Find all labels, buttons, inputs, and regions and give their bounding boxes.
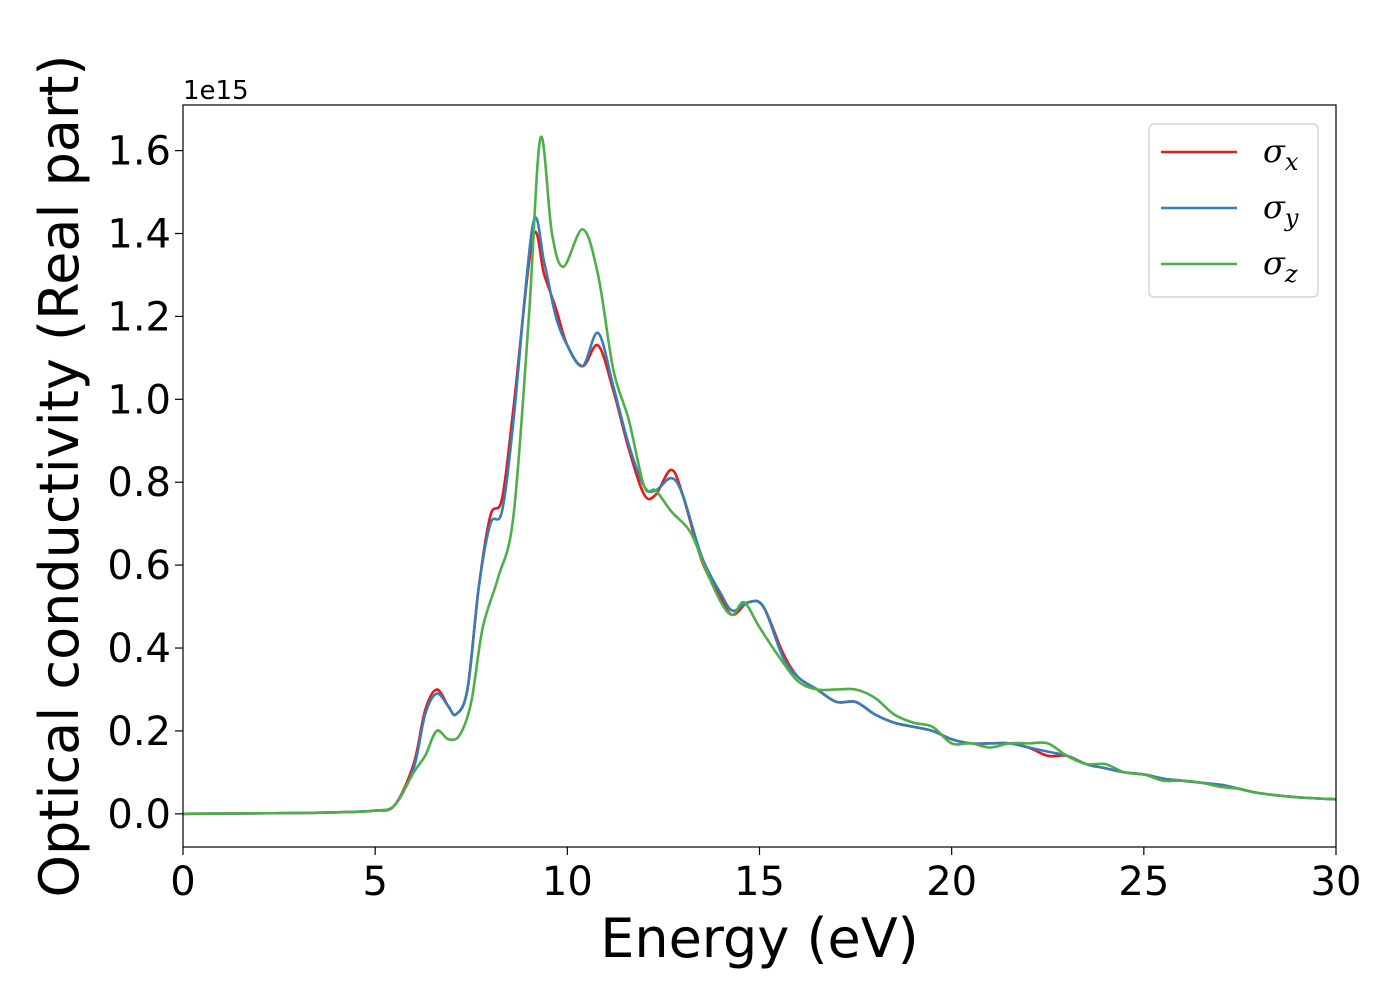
legend-box (1148, 123, 1319, 298)
y-offset-label: 1e15 (183, 76, 249, 106)
series-layer (183, 135, 1336, 816)
x-tick-label: 30 (1311, 859, 1362, 905)
y-tick-label: 1.4 (107, 212, 171, 258)
legend-label: σz (1263, 244, 1298, 288)
y-tick-label: 1.0 (107, 377, 171, 423)
x-axis-label: Energy (eV) (600, 907, 919, 970)
x-tick-label: 5 (362, 859, 387, 905)
y-tick-label: 0.0 (107, 792, 171, 838)
legend: σx σy σz (1148, 123, 1319, 298)
legend-label: σx (1263, 132, 1299, 176)
legend-label: σy (1263, 188, 1299, 232)
y-tick-label: 1.2 (107, 294, 171, 340)
y-tick-label: 0.2 (107, 709, 171, 755)
ticks-layer: 0 5 10 15 20 25 30 0.0 0.2 0.4 0.6 0.8 1.0 1.2 1.4 1.6 (107, 129, 1361, 905)
x-tick-label: 25 (1118, 859, 1169, 905)
y-tick-label: 1.6 (107, 129, 171, 175)
y-tick-label: 0.4 (107, 626, 171, 672)
series-line-sigma-x (183, 230, 1336, 816)
series-line-sigma-z (183, 135, 1336, 816)
x-tick-label: 0 (170, 859, 195, 905)
y-axis-label: Optical conductivity (Real part) (28, 55, 91, 898)
y-tick-label: 0.8 (107, 460, 171, 506)
x-tick-label: 15 (734, 859, 785, 905)
x-tick-label: 20 (926, 859, 977, 905)
y-tick-label: 0.6 (107, 543, 171, 589)
x-tick-label: 10 (542, 859, 593, 905)
series-line-sigma-y (183, 216, 1336, 816)
